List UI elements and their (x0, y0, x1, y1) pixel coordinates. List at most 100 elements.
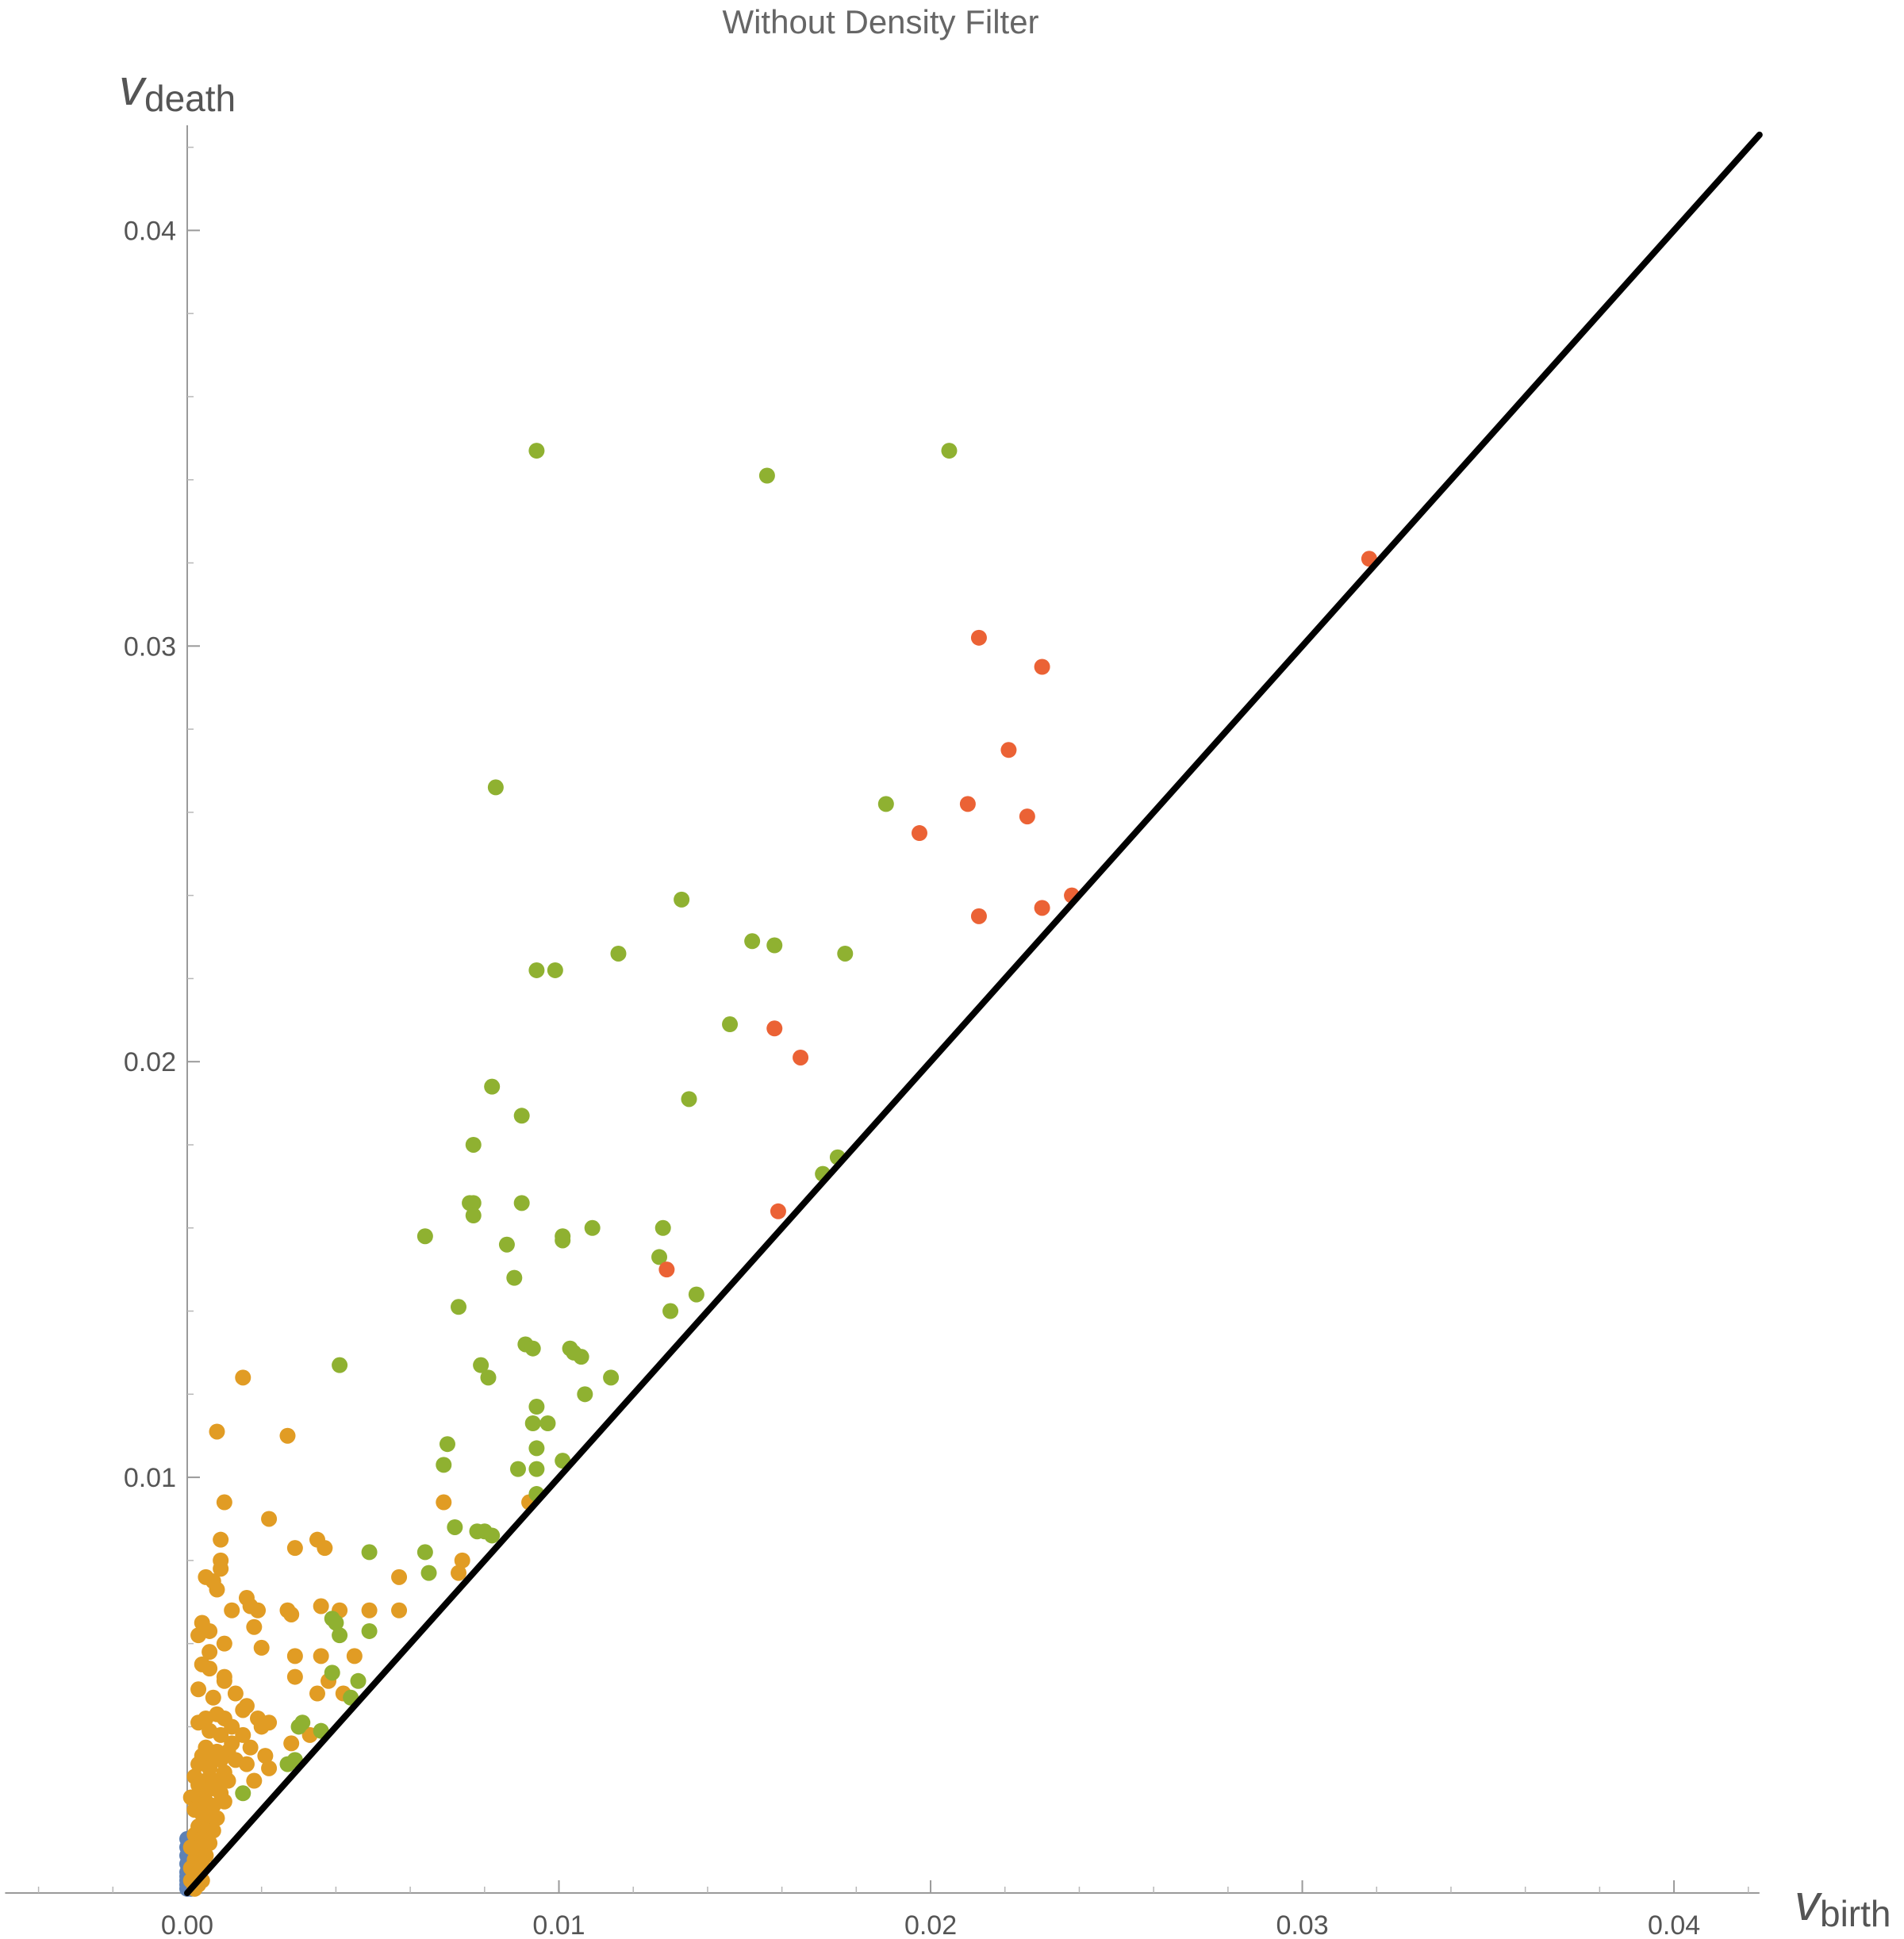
data-point (959, 796, 976, 812)
data-point (261, 1760, 278, 1776)
data-point (202, 1644, 218, 1661)
data-point (722, 1016, 739, 1033)
data-point (213, 1726, 229, 1743)
y-axis-label-main: v (119, 59, 148, 116)
data-point (209, 1581, 225, 1598)
data-point (209, 1810, 225, 1826)
data-point (257, 1748, 274, 1764)
diagonal-line (184, 131, 1763, 1896)
data-point (216, 1635, 232, 1652)
data-point (941, 443, 958, 459)
data-point (216, 1672, 232, 1689)
data-point (484, 1527, 501, 1544)
data-point (509, 1461, 526, 1477)
y-axis-label: vdeath (119, 59, 236, 119)
data-point (420, 1565, 437, 1581)
data-point (227, 1685, 244, 1702)
data-point (473, 1357, 489, 1373)
data-point (498, 1236, 515, 1253)
data-point (238, 1756, 255, 1772)
data-point (1000, 742, 1017, 758)
data-point (1019, 808, 1035, 825)
data-point (361, 1602, 378, 1618)
data-point (361, 1544, 378, 1561)
data-point (877, 796, 894, 812)
data-point (209, 1423, 225, 1440)
data-point (654, 1219, 671, 1236)
series-group (235, 443, 958, 1802)
data-point (524, 1340, 541, 1357)
data-point (484, 1078, 501, 1095)
data-point (224, 1602, 240, 1618)
data-point (1034, 900, 1050, 916)
data-point (205, 1689, 221, 1706)
data-point (447, 1519, 463, 1535)
data-point (242, 1739, 259, 1756)
data-point (279, 1602, 296, 1618)
data-point (190, 1714, 207, 1731)
data-point (688, 1286, 704, 1303)
series-group (658, 551, 1377, 1278)
svg-text:vbirth: vbirth (1795, 1874, 1891, 1934)
data-point (205, 1822, 221, 1839)
data-point (451, 1299, 467, 1315)
data-point (547, 962, 563, 978)
data-point (480, 1369, 497, 1386)
data-point (528, 962, 545, 978)
data-point (524, 1415, 541, 1431)
data-point (213, 1531, 229, 1548)
chart-title: Without Density Filter (722, 3, 1038, 40)
data-point (309, 1685, 325, 1702)
data-point (235, 1726, 251, 1743)
data-point (202, 1661, 218, 1677)
data-point (220, 1772, 236, 1789)
data-point (513, 1195, 530, 1211)
data-point (465, 1195, 482, 1211)
data-point (202, 1760, 218, 1776)
data-point (216, 1494, 232, 1511)
data-point (350, 1672, 367, 1689)
data-point (213, 1752, 229, 1768)
diagonal-reference (184, 131, 1763, 1896)
data-point (246, 1618, 263, 1635)
data-point (313, 1598, 329, 1615)
x-tick-label: 0.03 (1276, 1910, 1328, 1939)
series-group (182, 1369, 538, 1897)
data-point (391, 1602, 408, 1618)
data-point (528, 443, 545, 459)
data-point (279, 1427, 296, 1444)
y-tick-label: 0.01 (124, 1463, 176, 1493)
data-point (766, 1020, 783, 1037)
x-tick-label: 0.02 (904, 1910, 957, 1939)
data-point (911, 825, 927, 842)
data-point (793, 1049, 809, 1065)
data-point (202, 1835, 218, 1852)
x-tick-label: 0.00 (161, 1910, 213, 1939)
data-point (770, 1203, 786, 1219)
x-tick-label: 0.01 (532, 1910, 585, 1939)
data-point (610, 945, 627, 962)
data-point (190, 1681, 207, 1698)
data-point (766, 937, 783, 954)
data-point (253, 1639, 270, 1656)
data-point (286, 1648, 303, 1664)
ticks (37, 146, 1749, 1893)
data-point (328, 1615, 344, 1631)
data-point (332, 1357, 348, 1373)
data-point (261, 1714, 278, 1731)
x-axis-label-main: v (1795, 1874, 1823, 1931)
data-point (1034, 658, 1050, 675)
x-tick-label: 0.04 (1648, 1910, 1700, 1939)
data-point (235, 1785, 251, 1802)
data-point (837, 945, 854, 962)
data-point (584, 1219, 601, 1236)
data-point (528, 1440, 545, 1457)
data-point (416, 1228, 433, 1245)
data-point (555, 1232, 571, 1249)
data-point (573, 1349, 589, 1365)
data-point (539, 1415, 556, 1431)
data-point (190, 1627, 207, 1644)
data-point (283, 1735, 300, 1752)
data-point (346, 1648, 363, 1664)
data-point (651, 1249, 668, 1265)
